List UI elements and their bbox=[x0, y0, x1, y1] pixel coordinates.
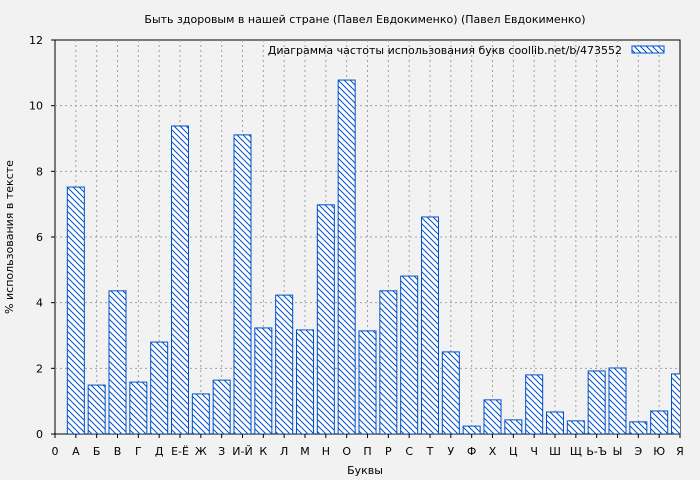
x-tick-label: З bbox=[218, 445, 225, 458]
bar bbox=[421, 216, 439, 434]
x-tick-label: Т bbox=[426, 445, 434, 458]
bar bbox=[546, 411, 564, 434]
y-tick-label: 8 bbox=[36, 165, 43, 178]
y-tick-label: 4 bbox=[36, 297, 43, 310]
bar bbox=[441, 351, 460, 434]
legend: Диаграмма частоты использования букв coo… bbox=[268, 44, 665, 57]
x-tick-label: Х bbox=[489, 445, 497, 458]
bar bbox=[525, 374, 544, 434]
x-tick-label: Д bbox=[155, 445, 164, 458]
x-tick-label: Л bbox=[280, 445, 288, 458]
bar bbox=[358, 330, 377, 434]
x-tick-label: Щ bbox=[570, 445, 582, 458]
bar bbox=[379, 290, 398, 434]
x-tick-label: Ц bbox=[509, 445, 518, 458]
bar bbox=[66, 186, 85, 434]
x-tick-label: М bbox=[300, 445, 310, 458]
x-tick-label: Н bbox=[322, 445, 330, 458]
bar bbox=[212, 379, 231, 434]
legend-swatch bbox=[631, 45, 665, 54]
x-tick-label: Ф bbox=[467, 445, 476, 458]
legend-label: Диаграмма частоты использования букв coo… bbox=[268, 44, 622, 57]
x-tick-label: Г bbox=[135, 445, 142, 458]
bar bbox=[587, 370, 606, 434]
y-tick-label: 6 bbox=[36, 231, 43, 244]
y-tick-label: 0 bbox=[36, 428, 43, 441]
x-tick-label: Ч bbox=[530, 445, 538, 458]
bar bbox=[150, 341, 169, 434]
x-tick-label: Ш bbox=[549, 445, 561, 458]
bar bbox=[296, 329, 314, 434]
x-tick-label: П bbox=[363, 445, 371, 458]
bar bbox=[671, 373, 680, 434]
x-tick-label: Р bbox=[385, 445, 392, 458]
bar bbox=[129, 381, 148, 434]
x-tick-label: Э bbox=[634, 445, 642, 458]
bar bbox=[504, 419, 523, 434]
y-tick-label: 12 bbox=[29, 34, 43, 47]
x-tick-label: Е-Ё bbox=[171, 445, 189, 458]
bar bbox=[171, 125, 189, 434]
x-tick-label: О bbox=[342, 445, 351, 458]
bar bbox=[483, 399, 502, 434]
bar bbox=[87, 384, 106, 434]
bar bbox=[400, 275, 419, 434]
x-tick-label: Ж bbox=[195, 445, 207, 458]
x-tick-label: У bbox=[447, 445, 454, 458]
y-tick-label: 2 bbox=[36, 362, 43, 375]
x-tick-label: Б bbox=[93, 445, 101, 458]
bar bbox=[608, 367, 627, 434]
bar bbox=[233, 134, 252, 434]
x-tick-label: И-Й bbox=[232, 445, 252, 458]
y-axis-label: % использования в тексте bbox=[3, 160, 16, 314]
bar bbox=[337, 79, 356, 434]
bar bbox=[108, 290, 127, 434]
bar bbox=[629, 421, 648, 434]
x-tick-label: 0 bbox=[52, 445, 59, 458]
x-tick-label: Ь-Ъ bbox=[586, 445, 607, 458]
x-tick-label: Ы bbox=[613, 445, 623, 458]
y-tick-label: 10 bbox=[29, 100, 43, 113]
bar bbox=[650, 410, 669, 434]
x-tick-label: К bbox=[259, 445, 267, 458]
chart-title: Быть здоровым в нашей стране (Павел Евдо… bbox=[144, 13, 585, 26]
bar bbox=[275, 294, 294, 434]
x-tick-label: С bbox=[405, 445, 413, 458]
x-tick-label: В bbox=[114, 445, 122, 458]
bar bbox=[316, 204, 335, 434]
bar bbox=[462, 425, 481, 434]
bar bbox=[191, 393, 210, 434]
x-axis-label: Буквы bbox=[347, 464, 383, 477]
x-tick-label: А bbox=[72, 445, 80, 458]
x-tick-label: Я bbox=[676, 445, 684, 458]
x-tick-label: Ю bbox=[653, 445, 665, 458]
bar bbox=[566, 420, 585, 434]
bar bbox=[254, 327, 273, 434]
